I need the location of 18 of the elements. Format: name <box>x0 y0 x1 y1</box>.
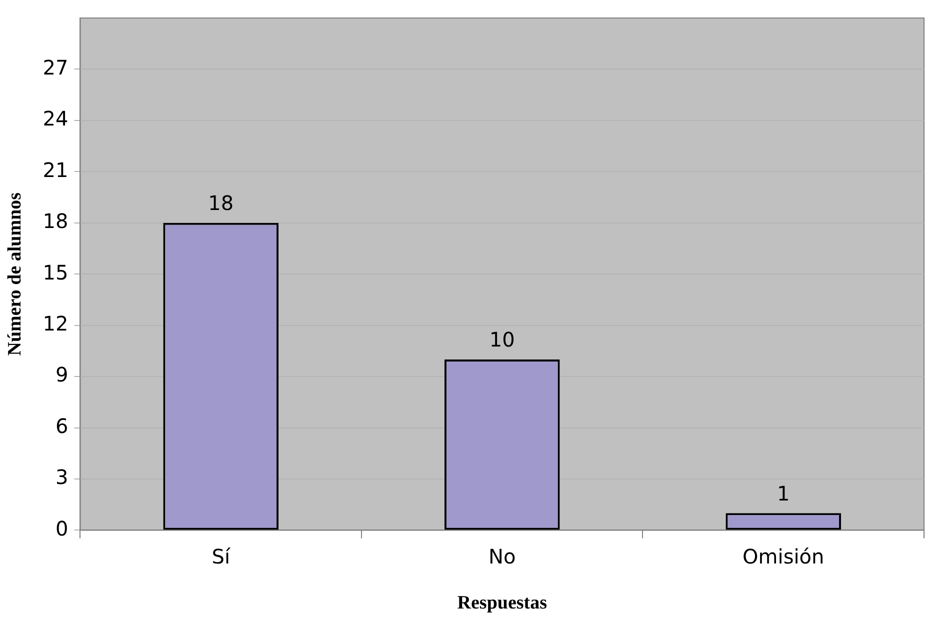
y-tick-label: 27 <box>42 55 68 80</box>
y-tick-label: 21 <box>42 158 68 182</box>
x-tick-label: No <box>488 544 516 568</box>
y-tick-label: 0 <box>56 516 68 540</box>
y-tick-label: 12 <box>42 312 68 336</box>
x-axis-title: Respuestas <box>457 592 547 614</box>
y-tick-label: 18 <box>42 209 68 234</box>
y-tick-label: 15 <box>42 260 68 284</box>
data-label: 10 <box>489 328 515 352</box>
y-tick-label: 24 <box>42 106 68 131</box>
data-label: 1 <box>777 481 790 506</box>
y-tick-label: 9 <box>56 362 68 387</box>
data-label: 18 <box>208 191 234 216</box>
x-tick-label: Sí <box>212 544 232 568</box>
y-axis-title: Número de alumnos <box>4 192 26 356</box>
y-tick-label: 6 <box>56 414 68 438</box>
y-tick-label: 3 <box>56 465 68 490</box>
x-tick-label: Omisión <box>742 544 824 568</box>
